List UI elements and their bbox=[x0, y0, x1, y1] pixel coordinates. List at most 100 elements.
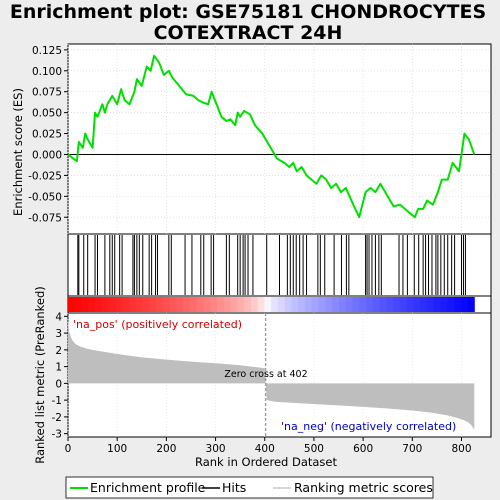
x-tick-label: 500 bbox=[304, 443, 324, 455]
legend: Enrichment profile Hits Ranking metric s… bbox=[65, 476, 434, 499]
es-tick-label: 0.100 bbox=[32, 66, 62, 78]
heatmap-cell bbox=[176, 297, 184, 312]
heatmap-cell bbox=[169, 297, 177, 312]
heatmap-cell bbox=[183, 297, 191, 312]
rank-y-axis: 4 3 2 1 0 -1 -2 -3 bbox=[52, 311, 68, 441]
rank-tick-label: 4 bbox=[55, 311, 62, 323]
es-tick-label: 0.000 bbox=[32, 149, 62, 161]
heatmap-cell bbox=[284, 297, 292, 312]
hits-layer bbox=[77, 235, 466, 295]
rank-tick-label: 1 bbox=[55, 362, 62, 374]
rank-tick-label: 0 bbox=[55, 378, 62, 390]
heatmap-cell bbox=[338, 297, 347, 312]
heatmap-cell bbox=[440, 297, 448, 312]
heatmap-cell bbox=[264, 297, 272, 312]
heatmap-cell bbox=[298, 297, 306, 312]
es-profile-layer bbox=[67, 54, 476, 219]
rank-tick-label: -1 bbox=[52, 395, 62, 407]
metric-area bbox=[68, 319, 475, 430]
heatmap-cell bbox=[271, 297, 279, 312]
x-axis: 0 100 200 300 400 500 600 700 800 bbox=[65, 437, 472, 455]
legend-es-label: Enrichment profile bbox=[90, 480, 206, 495]
heatmap-cell bbox=[426, 297, 435, 312]
heatmap-cell bbox=[467, 297, 475, 312]
x-tick-label: 300 bbox=[206, 443, 226, 455]
heatmap-cell bbox=[115, 297, 123, 312]
heatmap-cell bbox=[149, 297, 157, 312]
es-y-axis: 0.125 0.100 0.075 0.050 0.025 0.000 -0.025 -0.0… bbox=[28, 45, 68, 224]
heatmap-cell bbox=[420, 297, 428, 312]
heatmap-cell bbox=[379, 297, 387, 312]
neg-correlated-label: 'na_neg' (negatively correlated) bbox=[281, 420, 456, 433]
es-panel bbox=[67, 43, 492, 235]
heatmap-cell bbox=[453, 297, 462, 312]
heatmap-cell bbox=[142, 297, 150, 312]
heatmap-cell bbox=[345, 297, 353, 312]
heatmap-cell bbox=[68, 297, 76, 312]
rank-heatmap bbox=[68, 297, 475, 312]
rank-tick-label: 2 bbox=[55, 345, 62, 357]
heatmap-cell bbox=[386, 297, 394, 312]
legend-hits-label: Hits bbox=[222, 480, 246, 495]
heatmap-cell bbox=[156, 297, 164, 312]
x-tick-label: 100 bbox=[107, 443, 127, 455]
rank-tick-label: -3 bbox=[52, 429, 62, 441]
heatmap-cell bbox=[196, 297, 204, 312]
es-tick-label: 0.050 bbox=[32, 108, 62, 120]
heatmap-cell bbox=[189, 297, 198, 312]
zero-cross-label: Zero cross at 402 bbox=[224, 369, 307, 380]
heatmap-cell bbox=[88, 297, 96, 312]
es-tick-label: 0.025 bbox=[32, 129, 62, 141]
heatmap-cell bbox=[210, 297, 218, 312]
heatmap-cell bbox=[250, 297, 259, 312]
rank-tick-label: -2 bbox=[52, 412, 62, 424]
heatmap-cell bbox=[447, 297, 455, 312]
heatmap-cell bbox=[291, 297, 299, 312]
es-tick-label: -0.050 bbox=[28, 191, 62, 203]
heatmap-cell bbox=[122, 297, 130, 312]
heatmap-cell bbox=[325, 297, 333, 312]
heatmap-cell bbox=[352, 297, 360, 312]
heatmap-cell bbox=[237, 297, 245, 312]
heatmap-cell bbox=[393, 297, 401, 312]
heatmap-cell bbox=[244, 297, 252, 312]
heatmap-cell bbox=[359, 297, 367, 312]
heatmap-cell bbox=[277, 297, 286, 312]
x-tick-label: 200 bbox=[156, 443, 176, 455]
heatmap-cell bbox=[406, 297, 414, 312]
es-tick-label: 0.075 bbox=[32, 87, 62, 99]
legend-box bbox=[65, 476, 434, 499]
es-tick-label: -0.075 bbox=[28, 212, 62, 224]
es-profile-line bbox=[67, 54, 476, 219]
es-tick-label: -0.025 bbox=[28, 170, 62, 182]
heatmap-cell bbox=[433, 297, 441, 312]
heatmap-cell bbox=[81, 297, 89, 312]
heatmap-cell bbox=[74, 297, 83, 312]
heatmap-cell bbox=[95, 297, 103, 312]
heatmap-cell bbox=[372, 297, 380, 312]
chart-title-line2: COTEXTRACT 24H bbox=[154, 22, 343, 44]
heatmap-cell bbox=[230, 297, 238, 312]
heatmap-cell bbox=[135, 297, 143, 312]
heatmap-cell bbox=[257, 297, 265, 312]
x-tick-label: 800 bbox=[451, 443, 471, 455]
heatmap-cell bbox=[399, 297, 408, 312]
heatmap-cell bbox=[101, 297, 110, 312]
rank-axis-label: Ranked list metric (PreRanked) bbox=[33, 286, 47, 464]
chart-title-line1: Enrichment plot: GSE75181 CHONDROCYTES bbox=[10, 1, 486, 23]
es-tick-label: 0.125 bbox=[32, 45, 62, 57]
heatmap-cell bbox=[216, 297, 225, 312]
heatmap-cell bbox=[162, 297, 171, 312]
heatmap-cell bbox=[311, 297, 320, 312]
metric-fill bbox=[68, 319, 475, 430]
x-tick-label: 400 bbox=[255, 443, 275, 455]
es-axis-label: Enrichment score (ES) bbox=[11, 88, 25, 216]
heatmap-cell bbox=[460, 297, 469, 312]
x-tick-label: 600 bbox=[353, 443, 373, 455]
heatmap-cell bbox=[108, 297, 116, 312]
heatmap-cell bbox=[332, 297, 340, 312]
x-tick-label: 0 bbox=[65, 443, 72, 455]
heatmap-cell bbox=[304, 297, 313, 312]
heatmap-cell bbox=[413, 297, 421, 312]
